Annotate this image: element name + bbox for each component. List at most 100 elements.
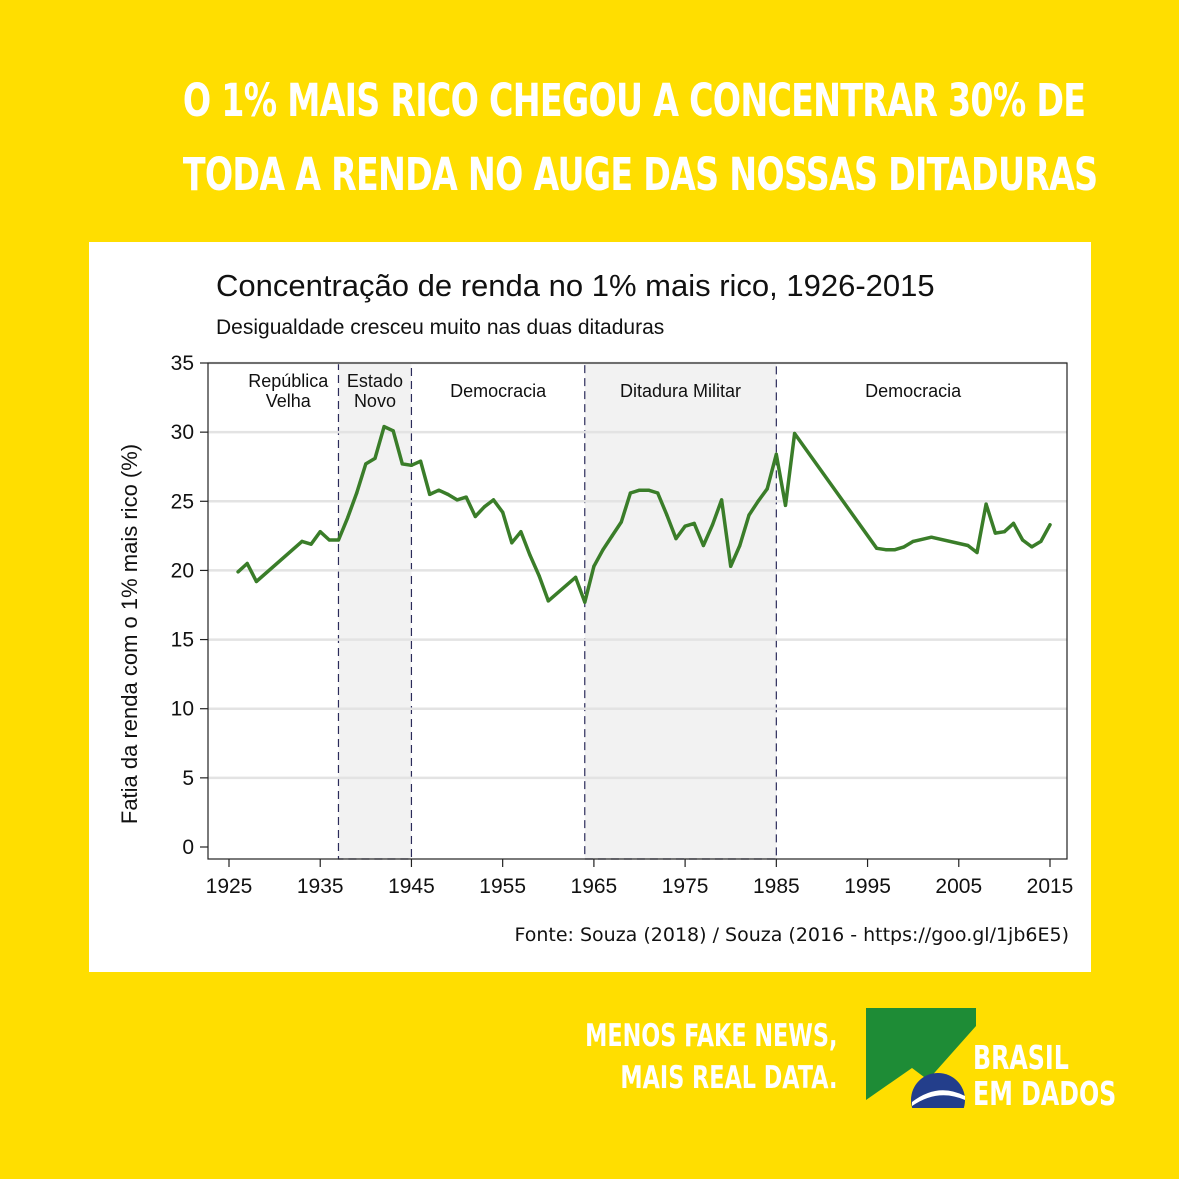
data-point [783,503,788,508]
data-point [409,463,414,467]
data-point [510,541,514,545]
data-point [327,538,331,542]
data-point [446,492,450,496]
series-line [236,424,1052,604]
data-point [747,513,751,517]
chart-subtitle: Desigualdade cresceu muito nas duas dita… [216,316,664,339]
period-label-4: Democracia [865,381,962,401]
data-point [966,543,970,548]
data-point [501,510,505,514]
data-point [665,513,669,517]
data-point [382,425,386,429]
data-point [537,574,541,578]
slogan-line-1: MENOS FAKE NEWS, [584,1018,837,1054]
data-point [674,537,678,541]
data-point [418,459,423,463]
x-tick-label-1985: 1985 [753,875,800,898]
data-point [428,492,432,496]
income-share-chart: Concentração de renda no 1% mais rico, 1… [117,268,1074,898]
data-point [875,546,879,550]
data-point [318,530,322,534]
x-tick-label-1945: 1945 [388,875,435,898]
data-point [765,487,769,491]
data-point [756,499,760,503]
data-point [1002,530,1006,534]
data-point [984,502,988,506]
headline-line-2: TODA A RENDA NO AUGE DAS NOSSAS DITADURA… [182,148,1098,201]
data-point [701,543,705,548]
chart-title: Concentração de renda no 1% mais rico, 1… [216,268,935,303]
headline: O 1% MAIS RICO CHEGOU A CONCENTRAR 30% D… [182,64,1098,212]
data-point [592,564,596,568]
brand-line-2: EM DADOS [973,1074,1117,1113]
y-tick-label-5: 5 [182,767,194,790]
data-point [464,495,468,499]
data-point [929,535,934,539]
data-point [647,488,651,492]
data-point [345,516,350,520]
data-point [1048,523,1052,527]
y-tick-label-35: 35 [171,352,194,375]
brand-line-1: BRASIL [973,1038,1069,1077]
data-point [1011,521,1016,526]
data-point [911,539,915,543]
data-point [473,514,477,519]
data-point [1021,538,1025,542]
x-tick-label-1935: 1935 [297,875,344,898]
period-bands [208,362,1067,860]
logo-base [906,1108,976,1112]
period-labels: República Velha Estado Novo Democracia Ditadu… [248,371,962,411]
data-point [692,521,696,526]
brand-name: BRASIL EM DADOS [973,1040,1116,1112]
data-point [729,564,733,568]
logo-white-band [912,1090,965,1106]
data-point [373,456,377,461]
data-point [546,599,550,603]
data-point [619,520,623,524]
data-point [455,498,459,502]
y-tick-label-15: 15 [171,629,194,652]
y-tick-label-10: 10 [171,698,194,721]
data-point [902,545,906,549]
data-point [336,538,341,542]
brasil-em-dados-logo-icon [866,1008,976,1112]
data-point [574,575,578,579]
data-point [482,505,487,509]
data-point [637,488,642,492]
slogan-line-2: MAIS REAL DATA. [619,1060,837,1096]
data-point [774,452,778,456]
y-tick-label-20: 20 [171,559,194,582]
data-point [309,542,313,546]
period-band-1 [337,362,413,860]
data-point [254,579,258,584]
slogan: MENOS FAKE NEWS, MAIS REAL DATA. [585,1015,837,1099]
data-point [236,570,240,574]
data-point [491,498,496,502]
data-point [601,548,605,552]
data-point [610,534,614,538]
period-label-2: Democracia [450,381,547,401]
data-point [710,523,715,527]
y-tick-label-30: 30 [171,421,194,444]
data-point [1030,545,1034,549]
x-tick-label-2005: 2005 [935,875,982,898]
x-tick-label-1995: 1995 [844,875,891,898]
y-axis-label: Fatia da renda com o 1% mais rico (%) [117,444,142,824]
data-point [391,429,395,433]
data-point [884,548,888,552]
data-point [720,498,724,502]
x-tick-label-1975: 1975 [662,875,709,898]
source-note: Fonte: Souza (2018) / Souza (2016 - http… [514,924,1069,946]
data-point [528,553,532,557]
series-income-share [236,424,1052,604]
data-point [683,524,687,528]
period-label-3: Ditadura Militar [620,381,741,401]
data-point [628,491,632,495]
data-point [437,488,441,492]
data-point [975,550,979,555]
axes: 0 5 10 15 20 25 30 35 1925 1935 1945 1955 1965 1975 19… [171,352,1074,898]
data-point [583,600,587,604]
period-label-1: Estado Novo [347,371,403,411]
data-point [519,530,523,534]
y-tick-label-25: 25 [171,490,194,513]
